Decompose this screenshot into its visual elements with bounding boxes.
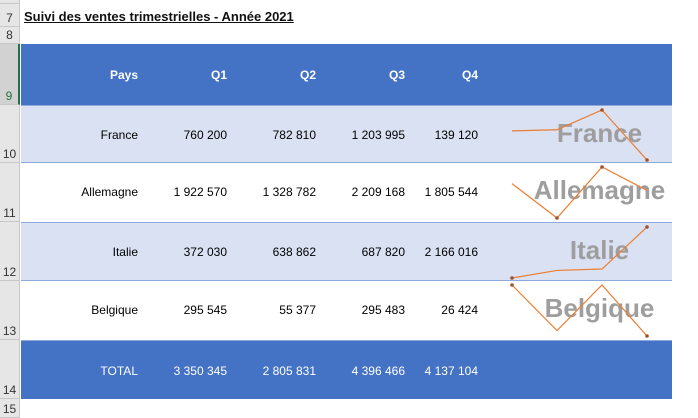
sparkline-marker — [510, 283, 514, 287]
q1-cell[interactable]: 372 030 — [183, 245, 227, 259]
header-q4[interactable]: Q4 — [461, 68, 478, 82]
sparkline-line — [511, 226, 648, 279]
total-q1[interactable]: 3 350 345 — [173, 364, 227, 378]
table-row: Italie 372 030 638 862 687 820 2 166 016 Ital… — [21, 222, 672, 281]
q2-cell[interactable]: 55 377 — [279, 303, 316, 317]
sparkline-marker — [555, 216, 559, 220]
table-row: Allemagne 1 922 570 1 328 782 2 209 168 1 80… — [21, 163, 672, 222]
q2-cell[interactable]: 782 810 — [272, 128, 316, 142]
row-header-14[interactable]: 14 — [0, 340, 20, 399]
country-cell[interactable]: France — [100, 128, 138, 142]
q3-cell[interactable]: 1 203 995 — [351, 128, 405, 142]
sparkline[interactable] — [21, 223, 672, 282]
sparkline-line — [511, 166, 648, 219]
header-pays[interactable]: Pays — [109, 68, 138, 82]
q2-cell[interactable]: 1 328 782 — [262, 185, 316, 199]
header-q1[interactable]: Q1 — [210, 68, 227, 82]
q3-cell[interactable]: 2 209 168 — [351, 185, 405, 199]
row-header-13[interactable]: 13 — [0, 281, 20, 340]
country-cell[interactable]: Allemagne — [81, 185, 138, 199]
q1-cell[interactable]: 295 545 — [183, 303, 227, 317]
sparkline-marker — [600, 108, 604, 112]
sparkline[interactable] — [21, 281, 672, 340]
sheet-title[interactable]: Suivi des ventes trimestrielles - Année … — [24, 9, 294, 24]
row-header-12[interactable]: 12 — [0, 222, 20, 281]
row-header-9[interactable]: 9 — [0, 44, 20, 105]
sparkline-line — [511, 109, 648, 161]
header-row: Pays Q1 Q2 Q3 Q4 — [21, 44, 672, 105]
table-row: France 760 200 782 810 1 203 995 139 120 Fran… — [21, 105, 672, 163]
q2-cell[interactable]: 638 862 — [272, 245, 316, 259]
sparkline-line — [511, 284, 648, 337]
q4-cell[interactable]: 2 166 016 — [424, 245, 478, 259]
total-q4[interactable]: 4 137 104 — [424, 364, 478, 378]
row-header-10[interactable]: 10 — [0, 105, 20, 163]
row-header-11[interactable]: 11 — [0, 163, 20, 222]
sparkline-marker — [600, 165, 604, 169]
row-header-6[interactable]: 6 — [0, 0, 20, 4]
sparkline[interactable] — [21, 163, 672, 222]
total-q3[interactable]: 4 396 466 — [351, 364, 405, 378]
header-q3[interactable]: Q3 — [388, 68, 405, 82]
row-header-8[interactable]: 8 — [0, 27, 20, 44]
sparkline-marker — [510, 276, 514, 280]
sparkline-label: Allemagne — [533, 175, 666, 205]
sparkline-label: Belgique — [544, 293, 655, 323]
sparkline-label: Italie — [569, 235, 630, 265]
q4-cell[interactable]: 26 424 — [441, 303, 478, 317]
sparkline-marker — [645, 334, 649, 338]
country-cell[interactable]: Italie — [112, 245, 138, 259]
sparkline[interactable] — [21, 106, 672, 164]
total-q2[interactable]: 2 805 831 — [262, 364, 316, 378]
total-label[interactable]: TOTAL — [100, 364, 138, 378]
country-cell[interactable]: Belgique — [91, 303, 138, 317]
header-q2[interactable]: Q2 — [299, 68, 316, 82]
sparkline-marker — [645, 158, 649, 162]
q4-cell[interactable]: 1 805 544 — [424, 185, 478, 199]
q1-cell[interactable]: 1 922 570 — [173, 185, 227, 199]
q3-cell[interactable]: 295 483 — [361, 303, 405, 317]
q4-cell[interactable]: 139 120 — [434, 128, 478, 142]
row-header-7[interactable]: 7 — [0, 4, 20, 27]
q3-cell[interactable]: 687 820 — [361, 245, 405, 259]
table-row: Belgique 295 545 55 377 295 483 26 424 Belgiq… — [21, 281, 672, 340]
total-row: TOTAL 3 350 345 2 805 831 4 396 466 4 13… — [21, 340, 672, 399]
q1-cell[interactable]: 760 200 — [183, 128, 227, 142]
row-header-15[interactable]: 15 — [0, 399, 20, 418]
sparkline-marker — [645, 225, 649, 229]
